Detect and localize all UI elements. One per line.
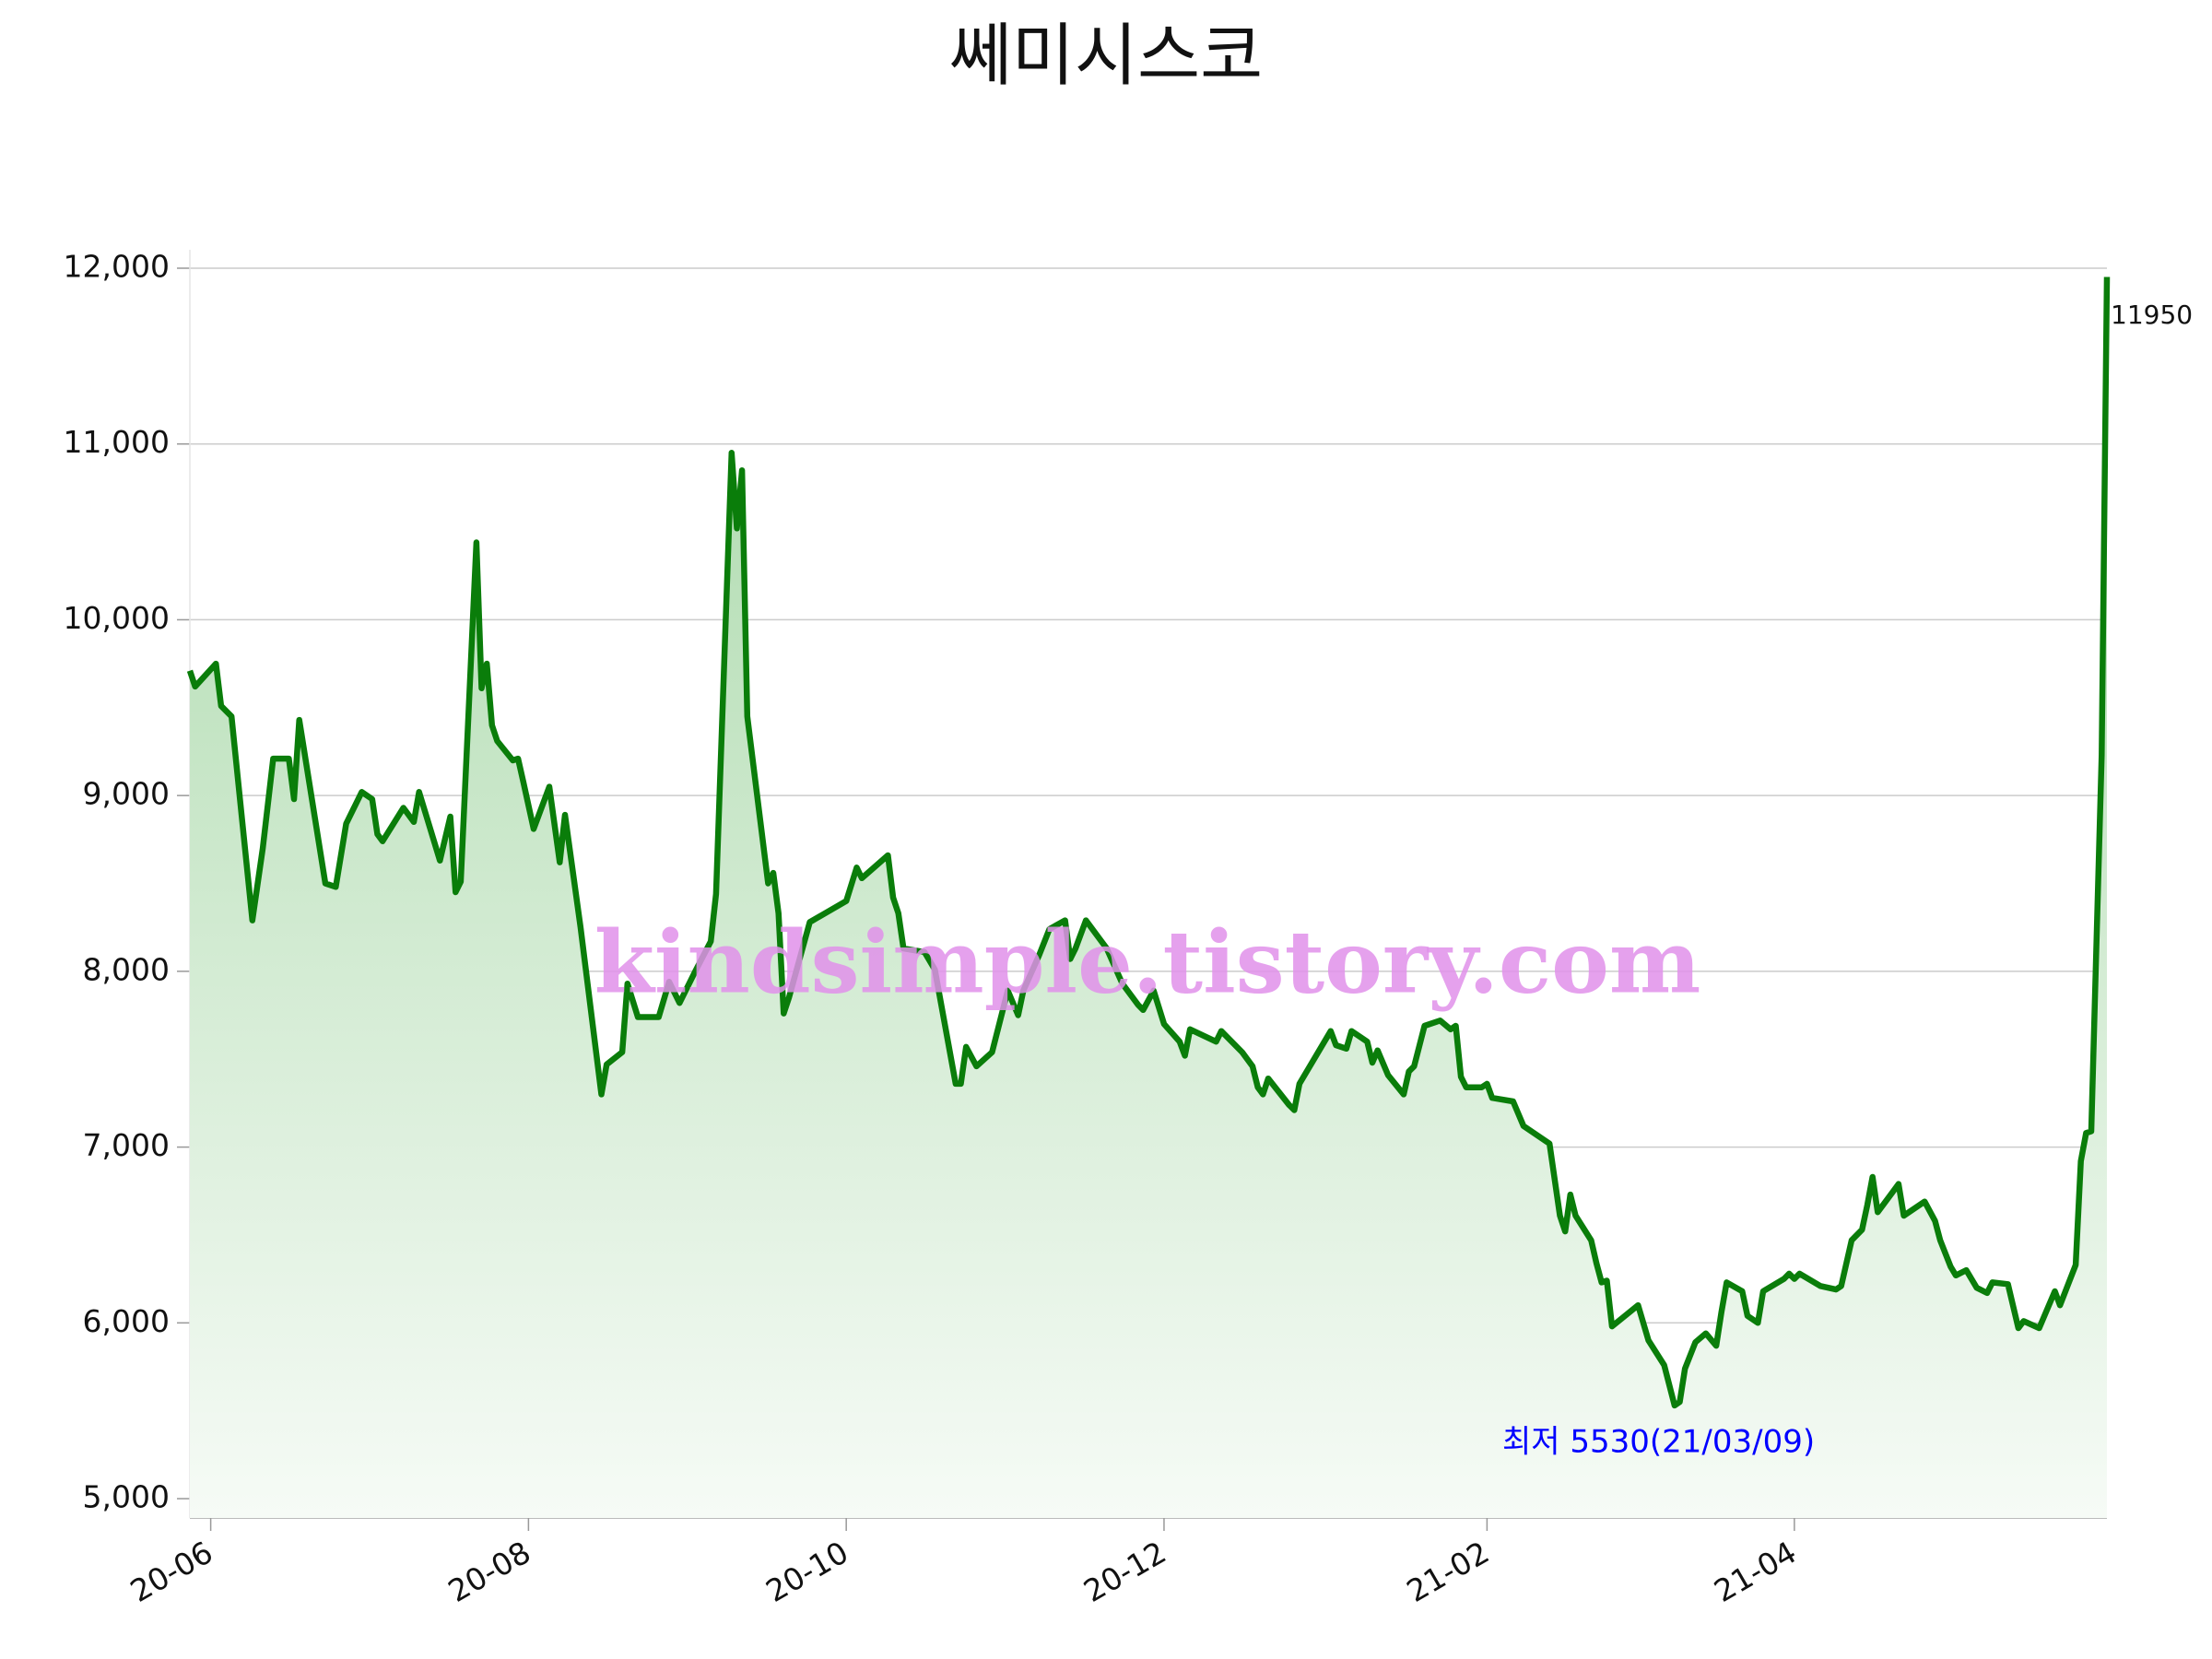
- x-tick-label: 21-04: [1708, 1534, 1803, 1609]
- last-value-label: 11950: [2111, 300, 2193, 330]
- x-tick-label: 20-06: [124, 1534, 219, 1609]
- x-tick-label: 21-02: [1401, 1534, 1496, 1609]
- x-tick-label: 20-12: [1077, 1534, 1172, 1609]
- chart-title: 쎄미시스코: [949, 17, 1263, 96]
- y-tick-label: 12,000: [64, 249, 170, 285]
- y-tick-label: 6,000: [83, 1303, 170, 1339]
- x-tick-label: 20-08: [442, 1534, 537, 1609]
- line: [186, 276, 2111, 1409]
- y-tick-label: 7,000: [83, 1127, 170, 1163]
- y-tick-label: 9,000: [83, 776, 170, 812]
- min-annotation: 최저 5530(21/03/09): [1502, 1424, 1815, 1461]
- x-tick-label: 20-10: [759, 1534, 854, 1609]
- y-tick-label: 5,000: [83, 1479, 170, 1515]
- y-tick-label: 10,000: [64, 600, 170, 636]
- area: [190, 276, 2107, 1518]
- y-tick-label: 11,000: [64, 424, 170, 460]
- watermark: kindsimple.tistory.com: [594, 912, 1701, 1013]
- y-tick-label: 8,000: [83, 951, 170, 987]
